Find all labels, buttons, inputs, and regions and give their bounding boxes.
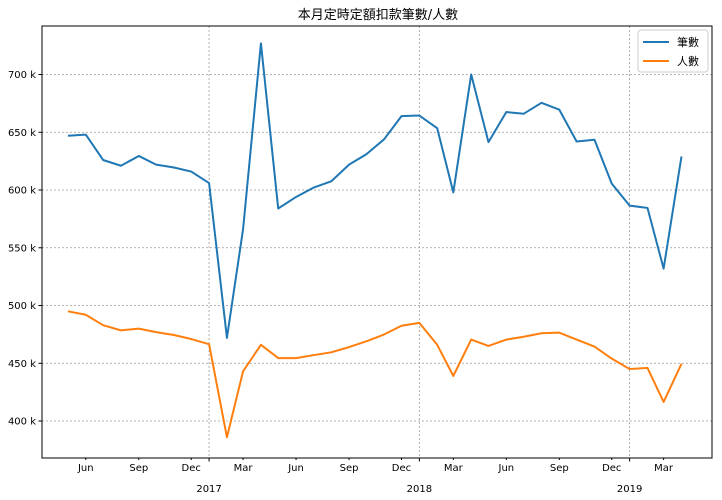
x-month-tick-label: Dec: [392, 463, 411, 474]
y-axis: 400 k 450 k 500 k 550 k 600 k 650 k 700 k: [8, 70, 42, 428]
x-month-tick-label: Mar: [234, 463, 254, 474]
x-month-tick-label: Mar: [654, 463, 674, 474]
series-group: [67, 42, 683, 439]
y-tick-label: 400 k: [8, 417, 36, 428]
y-tick-label: 450 k: [8, 359, 36, 370]
legend: 筆數 人數: [637, 29, 709, 73]
x-month-tick-label: Jun: [287, 463, 304, 474]
y-tick-label: 500 k: [8, 301, 36, 312]
x-month-tick-label: Dec: [182, 463, 201, 474]
legend-label-series-1: 筆數: [677, 35, 699, 49]
series-line-1: [67, 42, 683, 339]
x-month-tick-label: Sep: [550, 463, 569, 474]
x-year-tick-label: 2019: [617, 484, 642, 495]
y-tick-label: 550 k: [8, 243, 36, 254]
x-month-tick-label: Jun: [77, 463, 94, 474]
chart-title: 本月定時定額扣款筆數/人數: [298, 8, 458, 23]
x-month-tick-label: Jun: [498, 463, 515, 474]
x-month-tick-label: Mar: [444, 463, 464, 474]
y-tick-label: 650 k: [8, 128, 36, 139]
plot-area-frame: [41, 25, 713, 459]
x-month-tick-label: Dec: [602, 463, 621, 474]
x-year-tick-label: 2017: [196, 484, 221, 495]
x-month-tick-label: Sep: [129, 463, 148, 474]
series-line-2: [67, 310, 683, 439]
grid: [42, 26, 712, 458]
x-month-tick-label: Sep: [340, 463, 359, 474]
legend-label-series-2: 人數: [677, 55, 699, 68]
y-tick-label: 700 k: [8, 70, 36, 81]
x-axis: Jun Sep Dec Mar Jun Sep Dec Mar Jun Sep Dec Mar 2017…: [77, 458, 674, 495]
x-year-tick-label: 2018: [407, 484, 432, 495]
y-tick-label: 600 k: [8, 186, 36, 197]
